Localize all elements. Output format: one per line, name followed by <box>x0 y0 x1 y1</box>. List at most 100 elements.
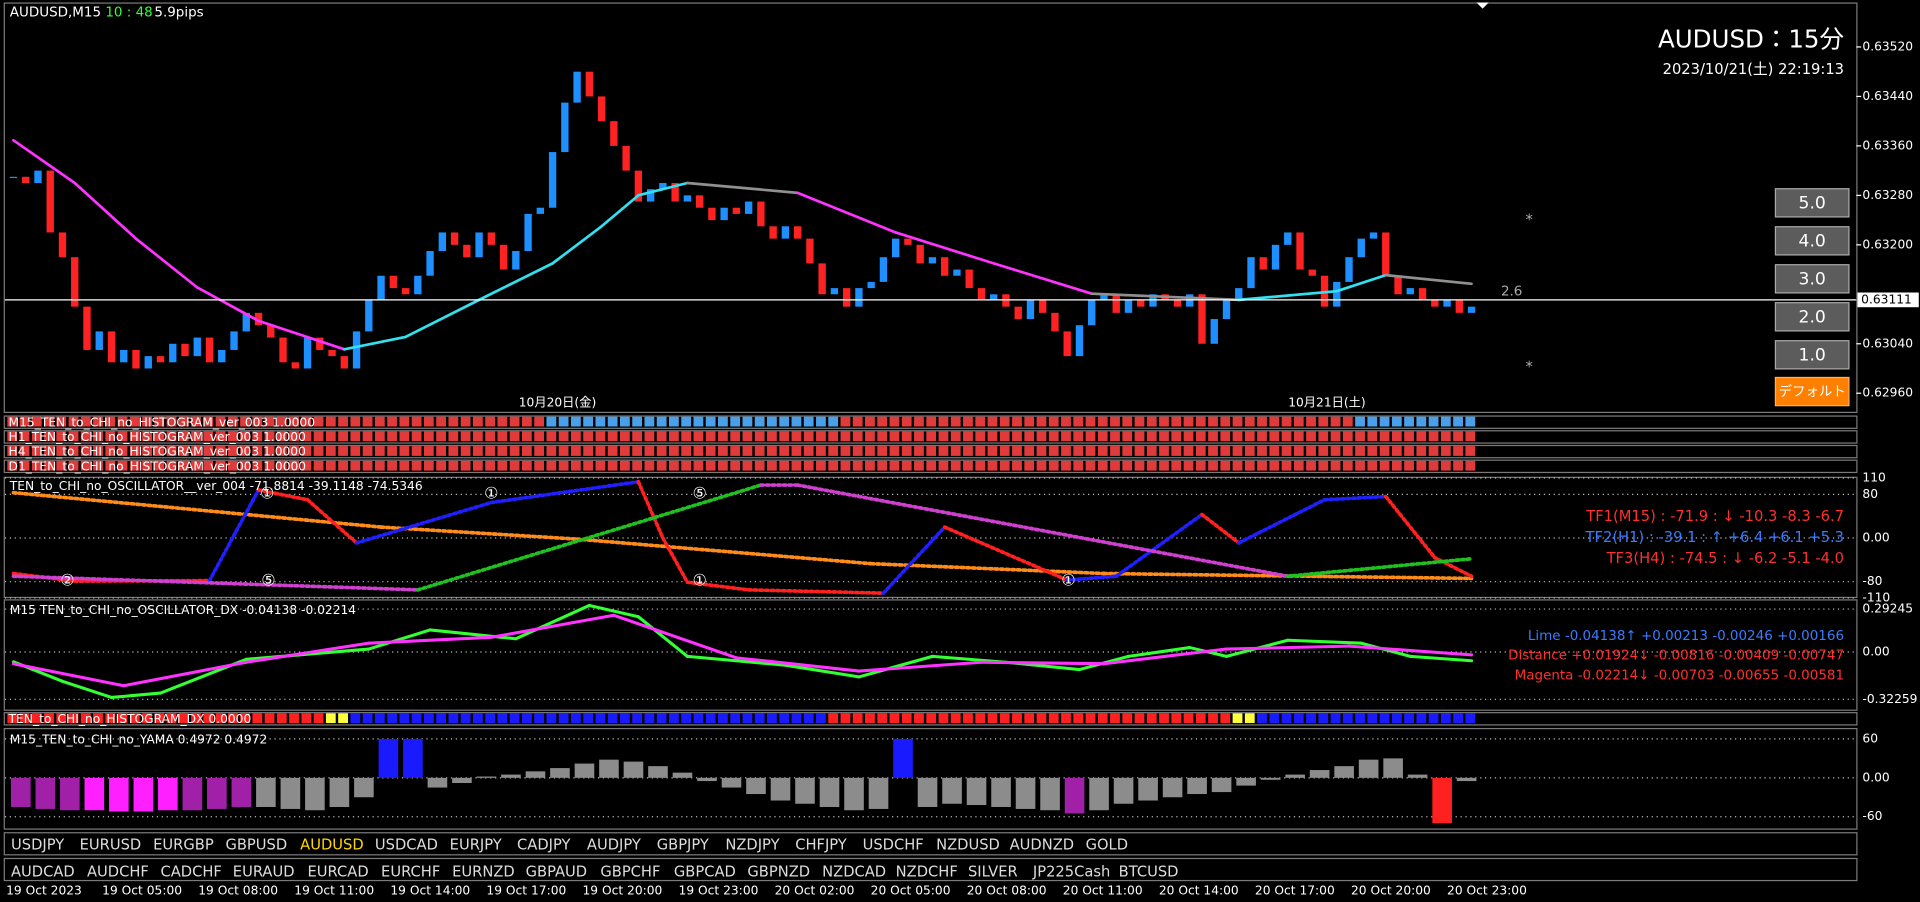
button-label[interactable]: デフォルト <box>1779 383 1846 400</box>
size-button[interactable] <box>1774 340 1850 370</box>
strip-cell <box>142 713 152 724</box>
symbol-button[interactable]: EURUSD <box>80 837 142 854</box>
symbol-button[interactable]: EURNZD <box>452 864 515 881</box>
symbol-button[interactable]: JP225Cash <box>1032 864 1110 881</box>
strip-cell <box>252 446 263 456</box>
symbol-button[interactable]: EURJPY <box>450 837 502 854</box>
symbol-button[interactable]: NZDCAD <box>822 864 886 881</box>
yama-bar <box>1334 766 1354 778</box>
symbol-button[interactable]: CHFJPY <box>795 837 847 854</box>
strip-cell <box>362 446 373 456</box>
strip-cell <box>803 431 814 442</box>
symbol-button[interactable]: AUDUSD <box>300 837 363 854</box>
symbol-button[interactable]: GOLD <box>1086 837 1128 854</box>
symbol-button[interactable]: USDJPY <box>11 837 64 854</box>
strip-cell <box>313 446 324 456</box>
symbol-button[interactable]: EURAUD <box>233 864 295 881</box>
strip-cell <box>1024 713 1035 724</box>
strip-cell <box>779 416 790 427</box>
strip-cell <box>350 446 361 456</box>
x-tick-label: 19 Oct 17:00 <box>486 883 566 897</box>
strip-cell <box>56 460 67 471</box>
strip-cell <box>338 713 348 724</box>
symbol-button[interactable]: AUDJPY <box>587 837 641 854</box>
symbol-button[interactable]: EURCHF <box>381 864 440 881</box>
strip-cell <box>1342 460 1353 471</box>
strip-cell <box>938 460 949 471</box>
candle <box>193 337 201 357</box>
yama-panel <box>3 727 1858 830</box>
strip-cell <box>730 460 741 471</box>
strip-cell <box>1404 713 1414 724</box>
symbol-button[interactable]: AUDCHF <box>87 864 149 881</box>
symbol-button[interactable]: GBPCAD <box>674 864 736 881</box>
strip-cell <box>399 416 410 427</box>
symbol-button[interactable]: AUDCAD <box>11 864 75 881</box>
strip-cell <box>1146 460 1157 471</box>
strip-cell <box>166 416 177 427</box>
strip-cell <box>558 446 569 456</box>
symbol-button[interactable]: USDCHF <box>863 837 924 854</box>
strip-cell <box>1208 416 1218 427</box>
symbol-button[interactable]: EURGBP <box>153 837 214 854</box>
strip-cell <box>301 446 312 456</box>
button-label[interactable]: 4.0 <box>1799 231 1826 251</box>
strip-cell <box>1281 446 1292 456</box>
strip-cell <box>264 416 275 427</box>
size-button[interactable] <box>1774 376 1850 407</box>
size-button[interactable] <box>1774 188 1850 218</box>
oscillator-line <box>1383 494 1437 560</box>
symbol-button[interactable]: AUDNZD <box>1010 837 1074 854</box>
strip-cell <box>950 460 961 471</box>
symbol-button[interactable]: NZDJPY <box>725 837 779 854</box>
strip-cell <box>950 416 961 427</box>
strip-cell <box>975 431 986 442</box>
symbol-button[interactable]: EURCAD <box>308 864 369 881</box>
symbol-button[interactable]: BTCUSD <box>1119 864 1179 881</box>
size-button[interactable] <box>1774 264 1850 294</box>
button-label[interactable]: 1.0 <box>1799 345 1826 365</box>
yama-bar <box>256 777 276 808</box>
size-button[interactable] <box>1774 302 1850 332</box>
main-panel <box>3 2 1858 414</box>
strip-cell <box>31 446 42 456</box>
symbol-button[interactable]: GBPUSD <box>225 837 287 854</box>
symbol-button[interactable]: GBPCHF <box>600 864 660 881</box>
strip-cell <box>1012 713 1022 724</box>
symbol-button[interactable]: NZDUSD <box>936 837 1000 854</box>
strip-cell <box>362 460 373 471</box>
symbol-button[interactable]: CADJPY <box>517 837 570 854</box>
strip-cell <box>154 416 165 427</box>
button-label[interactable]: 5.0 <box>1799 193 1826 213</box>
candle <box>646 189 655 202</box>
dx-line <box>1286 638 1363 645</box>
button-label[interactable]: 2.0 <box>1799 307 1826 327</box>
candle <box>377 275 385 301</box>
yama-bar <box>1285 774 1305 778</box>
strip-cell <box>546 416 557 427</box>
strip-cell <box>1379 446 1390 456</box>
strip-cell <box>558 416 569 427</box>
strip-cell <box>742 460 753 471</box>
symbol-button[interactable]: USDCAD <box>375 837 438 854</box>
candle <box>169 343 177 363</box>
symbol-button[interactable]: GBPNZD <box>747 864 810 881</box>
strip-cell <box>436 431 446 442</box>
dx-info: Distance +0.01924↓ -0.00816 -0.00409 -0.… <box>1508 648 1844 664</box>
symbol-button[interactable]: GBPAUD <box>526 864 587 881</box>
strip-cell <box>362 431 373 442</box>
symbol-button[interactable]: GBPJPY <box>657 837 709 854</box>
strip-cell <box>546 460 557 471</box>
size-button[interactable] <box>1774 226 1850 256</box>
symbol-button[interactable]: NZDCHF <box>896 864 958 881</box>
candle <box>524 213 532 252</box>
strip-cell <box>1404 446 1414 456</box>
strip-cell <box>1391 431 1402 442</box>
candle <box>1075 325 1084 357</box>
symbol-button[interactable]: CADCHF <box>161 864 222 881</box>
strip-cell <box>264 431 275 442</box>
dx-line <box>783 663 861 679</box>
strip-cell <box>411 416 422 427</box>
symbol-button[interactable]: SILVER <box>968 864 1018 881</box>
button-label[interactable]: 3.0 <box>1799 269 1826 289</box>
